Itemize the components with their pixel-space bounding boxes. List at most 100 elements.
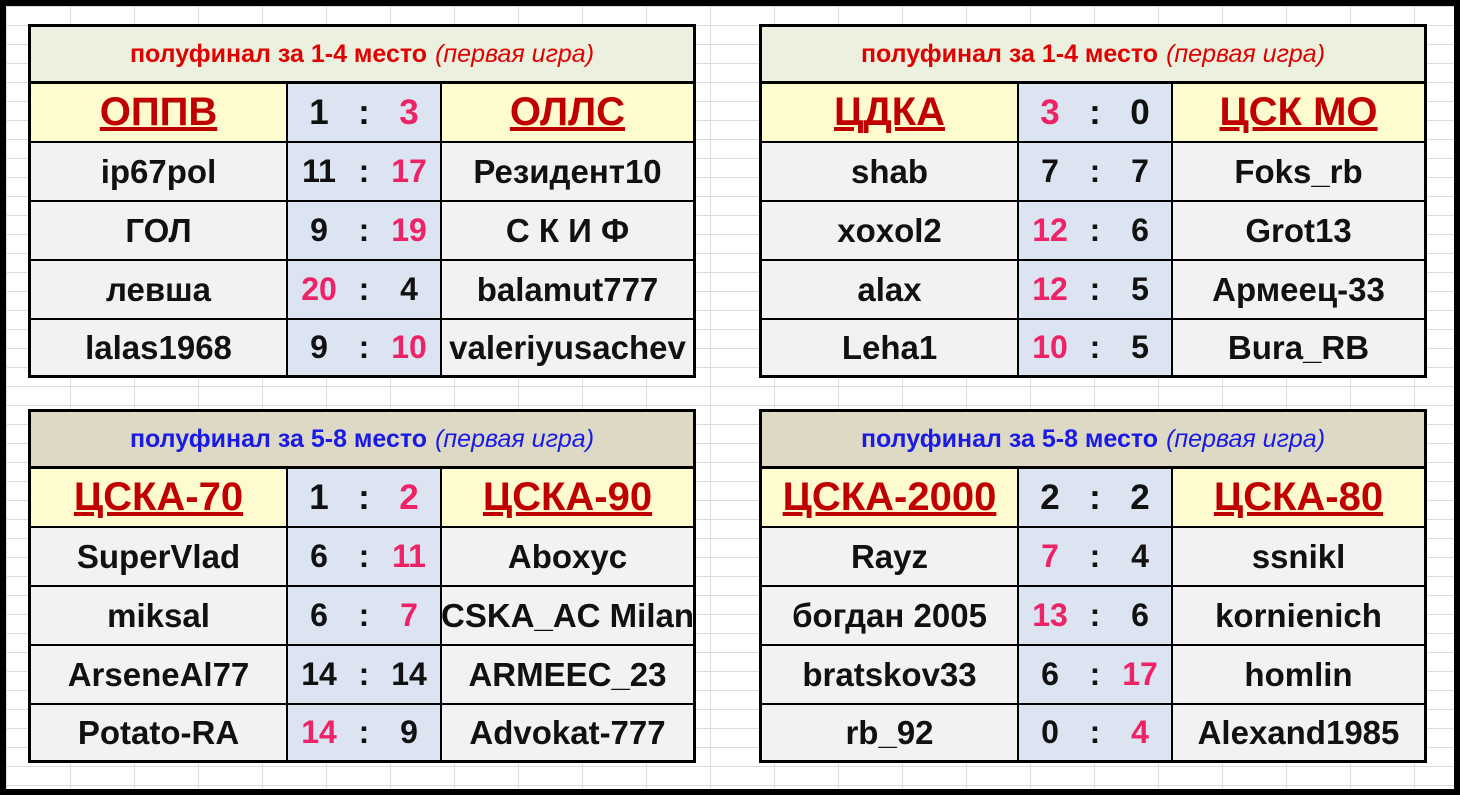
teams-row: ЦСКА-2000 2:2 ЦСКА-80 (762, 469, 1424, 528)
game-score: 6:17 (1019, 646, 1171, 703)
score-separator: : (358, 597, 370, 633)
player-left: левша (31, 261, 288, 318)
game-score: 7:4 (1019, 528, 1171, 585)
player-right: Foks_rb (1171, 143, 1424, 200)
player-left: SuperVlad (31, 528, 288, 585)
player-row: Rayz 7:4 ssnikl (762, 528, 1424, 587)
team-right-cell: ЦСК МО (1171, 84, 1424, 141)
score-left: 7 (1041, 538, 1059, 574)
score-right: 11 (392, 538, 426, 574)
score-right: 7 (1131, 153, 1149, 189)
game-score: 9:10 (288, 320, 440, 375)
score-left: 1 (309, 92, 329, 132)
game-score: 6:11 (288, 528, 440, 585)
score-separator: : (1089, 538, 1101, 574)
player-row: alax 12:5 Армеец-33 (762, 261, 1424, 320)
title-main: полуфинал за 1-4 место (129, 39, 428, 68)
player-right: CSKA_AC Milan (440, 587, 693, 644)
player-row: Leha1 10:5 Bura_RB (762, 320, 1424, 375)
match-block: полуфинал за 5-8 место (первая игра) ЦСК… (759, 409, 1427, 763)
score-left: 10 (1032, 329, 1068, 365)
player-right: Alexand1985 (1171, 705, 1424, 760)
block-title: полуфинал за 1-4 место (первая игра) (762, 27, 1424, 84)
score-right: 2 (399, 477, 419, 517)
teams-row: ОППВ 1:3 ОЛЛС (31, 84, 693, 143)
player-left: xoxol2 (762, 202, 1019, 259)
player-left: shab (762, 143, 1019, 200)
score-separator: : (1089, 329, 1101, 365)
game-score: 7:7 (1019, 143, 1171, 200)
match-score: 2:2 (1019, 469, 1171, 526)
game-score: 12:6 (1019, 202, 1171, 259)
player-row: shab 7:7 Foks_rb (762, 143, 1424, 202)
player-right: ssnikl (1171, 528, 1424, 585)
score-left: 12 (1032, 212, 1068, 248)
score-right: 17 (1122, 656, 1158, 692)
score-right: 7 (400, 597, 418, 633)
score-separator: : (1089, 212, 1101, 248)
score-separator: : (358, 329, 370, 365)
score-left: 11 (302, 153, 336, 189)
team-left: ЦСКА-2000 (782, 475, 997, 519)
score-separator: : (358, 153, 370, 189)
score-separator: : (1089, 477, 1101, 517)
player-row: Potato-RA 14:9 Advokat-777 (31, 705, 693, 760)
block-title: полуфинал за 5-8 место (первая игра) (762, 412, 1424, 469)
title-main: полуфинал за 5-8 место (860, 424, 1159, 453)
game-score: 14:14 (288, 646, 440, 703)
block-title: полуфинал за 1-4 место (первая игра) (31, 27, 693, 84)
player-right: balamut777 (440, 261, 693, 318)
score-separator: : (358, 714, 370, 750)
score-right: 0 (1130, 92, 1150, 132)
game-score: 13:6 (1019, 587, 1171, 644)
team-right: ЦСКА-90 (482, 475, 653, 519)
score-right: 9 (400, 714, 418, 750)
score-separator: : (358, 92, 370, 132)
game-score: 10:5 (1019, 320, 1171, 375)
block-title: полуфинал за 5-8 место (первая игра) (31, 412, 693, 469)
team-right: ЦСКА-80 (1213, 475, 1384, 519)
spreadsheet: полуфинал за 1-4 место (первая игра) ОПП… (6, 6, 1454, 789)
player-right: kornienich (1171, 587, 1424, 644)
player-left: rb_92 (762, 705, 1019, 760)
score-right: 6 (1131, 212, 1149, 248)
score-right: 10 (391, 329, 427, 365)
player-right: Армеец-33 (1171, 261, 1424, 318)
score-right: 5 (1131, 271, 1149, 307)
match-score: 3:0 (1019, 84, 1171, 141)
score-separator: : (1089, 656, 1101, 692)
player-right: Bura_RB (1171, 320, 1424, 375)
team-left: ЦДКА (833, 90, 945, 134)
title-main: полуфинал за 1-4 место (860, 39, 1159, 68)
score-left: 6 (310, 538, 328, 574)
player-row: bratskov33 6:17 homlin (762, 646, 1424, 705)
title-sub: (первая игра) (1166, 39, 1326, 68)
score-right: 2 (1130, 477, 1150, 517)
score-right: 5 (1131, 329, 1149, 365)
player-left: ip67pol (31, 143, 288, 200)
player-right: ARMEEC_23 (440, 646, 693, 703)
team-right: ОЛЛС (509, 90, 626, 134)
player-row: lalas1968 9:10 valeriyusachev (31, 320, 693, 375)
score-left: 9 (310, 329, 328, 365)
player-left: alax (762, 261, 1019, 318)
score-left: 2 (1040, 477, 1060, 517)
score-left: 20 (301, 271, 337, 307)
score-left: 12 (1032, 271, 1068, 307)
score-separator: : (1089, 271, 1101, 307)
title-main: полуфинал за 5-8 место (129, 424, 428, 453)
team-left-cell: ОППВ (31, 84, 288, 141)
player-row: ip67pol 11:17 Резидент10 (31, 143, 693, 202)
score-left: 0 (1041, 714, 1059, 750)
score-left: 13 (1032, 597, 1068, 633)
score-right: 17 (391, 153, 427, 189)
score-separator: : (1089, 92, 1101, 132)
score-left: 14 (301, 714, 337, 750)
player-left: miksal (31, 587, 288, 644)
player-right: С К И Ф (440, 202, 693, 259)
score-left: 9 (310, 212, 328, 248)
score-left: 1 (309, 477, 329, 517)
player-right: Aboxyc (440, 528, 693, 585)
title-sub: (первая игра) (435, 39, 595, 68)
match-block: полуфинал за 1-4 место (первая игра) ЦДК… (759, 24, 1427, 378)
